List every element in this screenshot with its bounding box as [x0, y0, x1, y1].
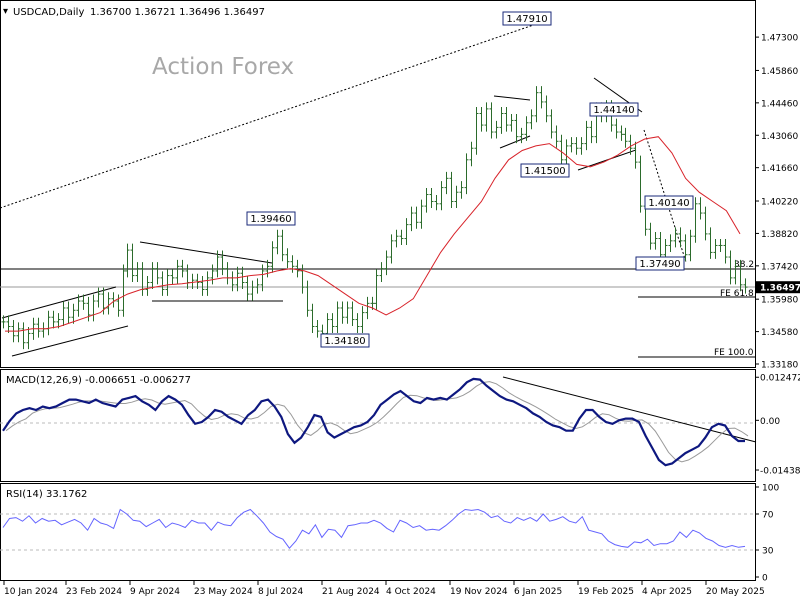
price-labels: 1.47910 1.39460 1.44140 1.41500 1.40140 1.374… — [246, 11, 694, 348]
trendline-long-dotted — [0, 19, 549, 209]
rsi-line — [2, 508, 746, 549]
time-tick-label: 19 Feb 2025 — [578, 587, 634, 597]
moving-average-line — [5, 136, 741, 332]
price-annotation-label: 1.41500 — [524, 166, 565, 177]
price-tick-label: 1.35980 — [761, 296, 798, 306]
time-tick-label: 20 May 2025 — [706, 587, 765, 597]
ohlc-readout: 1.36700 1.36721 1.36496 1.36497 — [90, 7, 265, 18]
price-annotation-label: 1.40140 — [648, 198, 689, 209]
time-axis: 10 Jan 2024 23 Feb 2024 9 Apr 2024 23 May 2… — [3, 581, 765, 597]
price-tick-label: 1.47300 — [761, 34, 798, 44]
price-annotation: 1.34180 — [320, 333, 370, 348]
time-tick-label: 10 Jan 2024 — [4, 587, 58, 597]
price-tick-label: 1.43060 — [761, 132, 798, 142]
fib-382-label: 38.2 — [734, 260, 754, 270]
macd-signal-line — [5, 381, 749, 463]
macd-tick-label: -0.014389 — [760, 467, 800, 477]
price-annotation-label: 1.34180 — [324, 336, 365, 347]
fib-lines — [0, 268, 755, 358]
price-tick-label: 1.45860 — [761, 67, 798, 77]
price-annotation: 1.37490 — [635, 256, 685, 271]
rsi-panel — [0, 483, 756, 581]
price-annotation: 1.39460 — [246, 211, 296, 226]
price-annotation-label: 1.37490 — [639, 259, 680, 270]
flag-upper — [493, 95, 531, 101]
time-tick-label: 23 May 2024 — [194, 587, 253, 597]
price-tick-label: 1.37420 — [761, 262, 798, 272]
price-annotation: 1.40140 — [644, 195, 694, 210]
rsi-tick-label: 70 — [762, 511, 774, 521]
macd-line — [2, 377, 745, 467]
price-tick-label: 1.44460 — [761, 99, 798, 109]
time-tick-label: 6 Jan 2025 — [514, 587, 562, 597]
current-price-label: 1.36497 — [760, 284, 800, 294]
price-annotation-label: 1.39460 — [250, 214, 291, 225]
macd-axis: 0.012472 0.00 -0.014389 — [755, 374, 800, 477]
price-axis: 1.47300 1.45860 1.44460 1.43060 1.41660 1.402… — [755, 34, 800, 371]
flag-lower — [499, 135, 531, 149]
rsi-tick-label: 100 — [762, 484, 779, 494]
macd-title: MACD(12,26,9) -0.006651 -0.006277 — [6, 375, 191, 386]
fib-1000-label: FE 100.0 — [714, 348, 754, 358]
rsi-axis: 100 70 30 0 — [755, 484, 779, 584]
price-tick-label: 1.41660 — [761, 164, 798, 174]
rsi-tick-label: 30 — [762, 547, 774, 557]
price-tick-label: 1.34580 — [761, 328, 798, 338]
price-annotation: 1.47910 — [502, 11, 552, 26]
time-tick-label: 9 Apr 2024 — [130, 587, 180, 597]
price-annotation: 1.41500 — [520, 163, 570, 178]
time-tick-label: 21 Aug 2024 — [322, 587, 380, 597]
macd-tick-label: 0.012472 — [760, 374, 800, 384]
channel-upper — [1, 286, 117, 319]
price-tick-label: 1.33180 — [761, 361, 798, 371]
panel-frames — [0, 0, 756, 581]
channel-lower — [11, 325, 129, 357]
time-tick-label: 23 Feb 2024 — [66, 587, 122, 597]
time-tick-label: 8 Jul 2024 — [258, 587, 303, 597]
current-price-box — [756, 281, 800, 294]
price-tick-label: 1.38820 — [761, 230, 798, 240]
fib-618-label: FE 61.8 — [720, 289, 754, 299]
price-annotation: 1.44140 — [589, 102, 639, 117]
time-tick-label: 4 Apr 2025 — [642, 587, 692, 597]
symbol-label: USDCAD,Daily — [13, 7, 84, 18]
rsi-title: RSI(14) 33.1762 — [6, 489, 87, 500]
price-annotation-label: 1.44140 — [593, 105, 634, 116]
macd-tick-label: 0.00 — [760, 417, 780, 427]
price-tick-label: 1.40220 — [761, 198, 798, 208]
watermark: Action Forex — [152, 54, 294, 80]
rsi-tick-label: 0 — [762, 574, 768, 584]
header-icon: ▾ — [3, 6, 8, 17]
triangle-upper — [139, 241, 273, 264]
time-tick-label: 19 Nov 2024 — [450, 587, 508, 597]
price-bars — [1, 86, 748, 350]
price-annotation-label: 1.47910 — [506, 14, 547, 25]
price-panel — [0, 0, 756, 368]
time-tick-label: 4 Oct 2024 — [386, 587, 436, 597]
macd-trendline — [502, 376, 757, 443]
macd-panel — [0, 369, 756, 482]
